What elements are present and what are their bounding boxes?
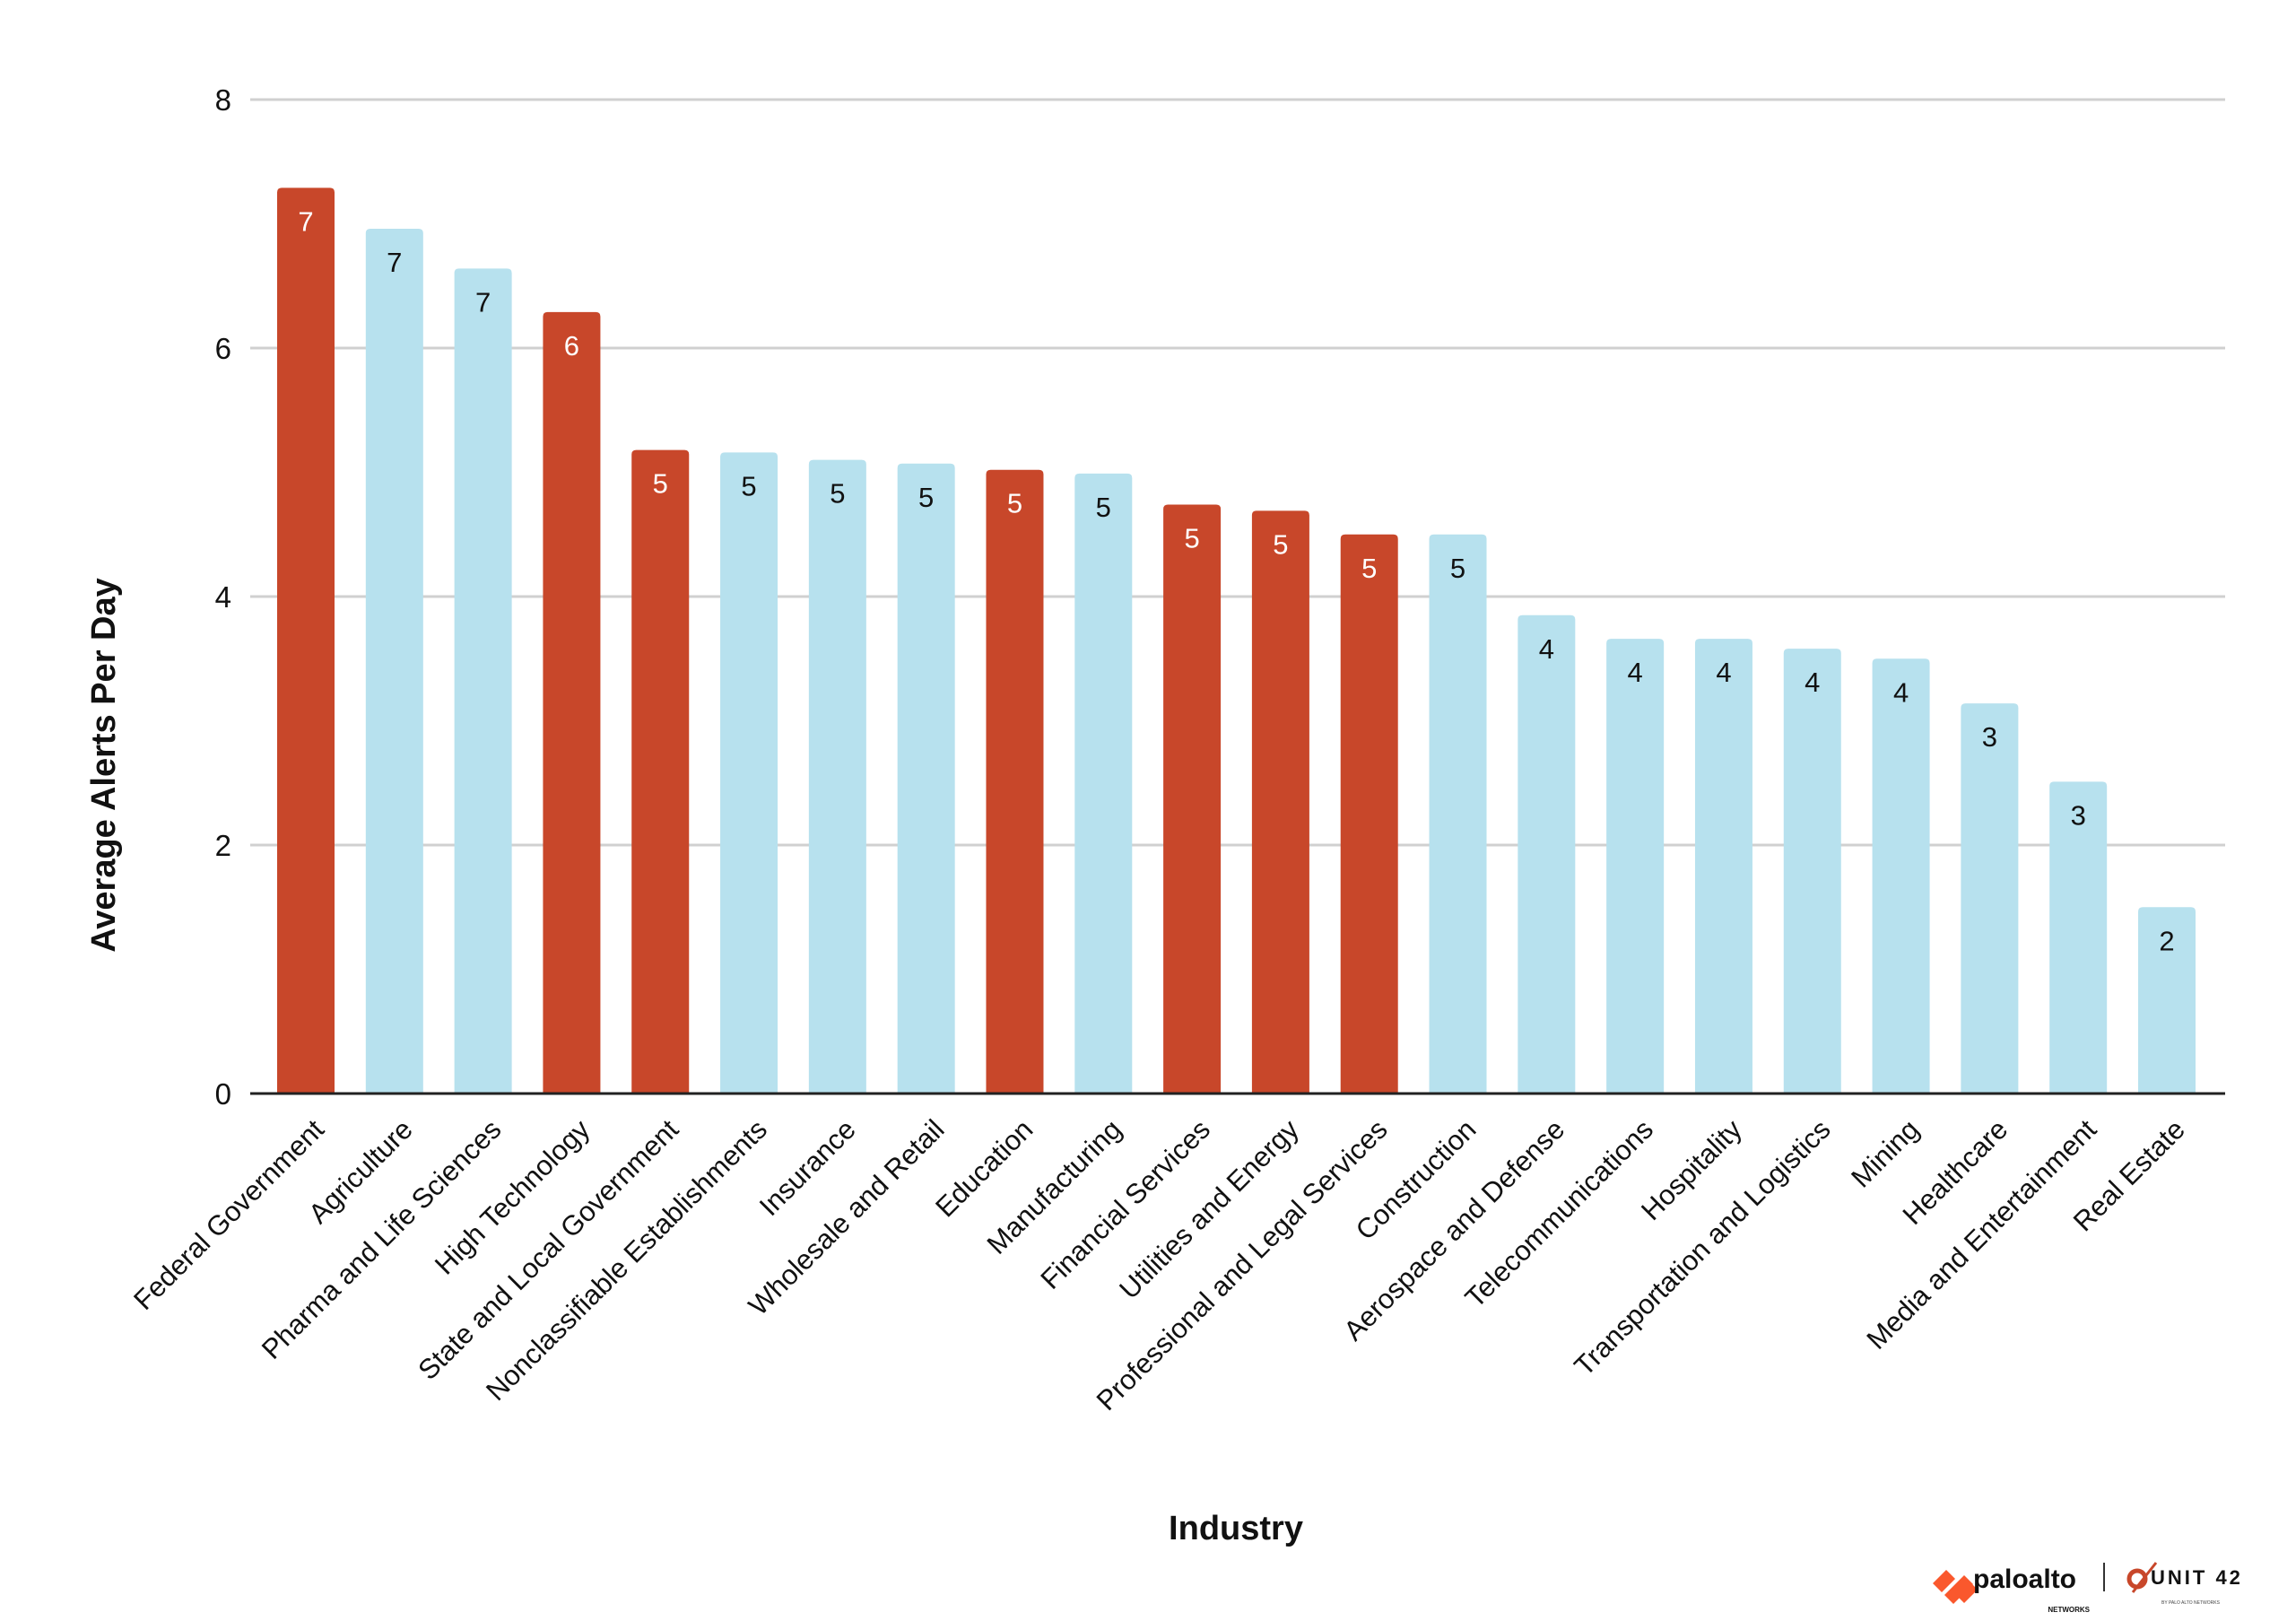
paloalto-mark-icon bbox=[1933, 1570, 1978, 1604]
data-label: 5 bbox=[1450, 553, 1465, 584]
bar bbox=[1074, 473, 1133, 1094]
data-label: 3 bbox=[1982, 721, 1997, 753]
bar bbox=[808, 459, 866, 1094]
x-axis-title: Industry bbox=[1169, 1510, 1303, 1547]
y-tick-label: 6 bbox=[215, 332, 231, 365]
data-label: 5 bbox=[918, 482, 934, 513]
y-tick-label: 4 bbox=[215, 580, 231, 614]
data-label: 4 bbox=[1539, 633, 1554, 665]
bar bbox=[631, 449, 690, 1094]
bar bbox=[454, 268, 512, 1094]
bar bbox=[2049, 781, 2108, 1094]
data-label: 5 bbox=[830, 478, 845, 510]
data-label: 7 bbox=[387, 247, 402, 278]
unit42-sub: BY PALO ALTO NETWORKS bbox=[2161, 1600, 2221, 1606]
bar bbox=[1429, 534, 1487, 1094]
data-label: 5 bbox=[741, 470, 756, 501]
data-label: 6 bbox=[564, 330, 579, 362]
data-label: 5 bbox=[1273, 528, 1288, 560]
x-tick-label: Financial Services bbox=[1034, 1113, 1216, 1295]
paloalto-sub: NETWORKS bbox=[2048, 1606, 2090, 1614]
bar bbox=[1163, 504, 1222, 1094]
y-tick-label: 0 bbox=[215, 1077, 231, 1111]
data-label: 7 bbox=[475, 286, 491, 318]
data-label: 5 bbox=[653, 468, 668, 500]
bar bbox=[986, 469, 1044, 1094]
data-label: 3 bbox=[2071, 799, 2086, 831]
data-label: 5 bbox=[1096, 492, 1111, 523]
y-tick-label: 2 bbox=[215, 829, 231, 862]
data-label: 5 bbox=[1184, 523, 1199, 554]
bar bbox=[1606, 639, 1665, 1094]
data-label: 7 bbox=[298, 205, 313, 237]
data-label: 4 bbox=[1628, 657, 1643, 688]
data-label: 4 bbox=[1805, 667, 1820, 698]
unit42-wordmark: UNIT 42 bbox=[2151, 1566, 2243, 1589]
bar bbox=[1694, 639, 1752, 1094]
bar bbox=[365, 229, 423, 1094]
bar bbox=[720, 452, 778, 1094]
bar bbox=[1340, 534, 1398, 1094]
unit42-mark-icon bbox=[2126, 1562, 2158, 1593]
data-label: 5 bbox=[1361, 553, 1377, 584]
paloalto-logo: paloalto NETWORKS UNIT 42 BY PALO ALTO N… bbox=[1933, 1562, 2243, 1614]
paloalto-wordmark: paloalto bbox=[1973, 1564, 2076, 1594]
bar bbox=[1518, 614, 1576, 1094]
bar bbox=[1783, 649, 1841, 1094]
bar bbox=[1872, 658, 1930, 1094]
bar bbox=[1251, 510, 1309, 1094]
bar bbox=[2138, 907, 2196, 1094]
data-label: 5 bbox=[1007, 488, 1022, 519]
data-label: 2 bbox=[2159, 925, 2174, 956]
y-axis-title: Average Alerts Per Day bbox=[85, 578, 123, 953]
x-tick-label: High Technology bbox=[429, 1113, 596, 1281]
data-label: 4 bbox=[1716, 657, 1731, 688]
bar bbox=[1961, 703, 2019, 1094]
y-tick-label: 8 bbox=[215, 83, 231, 117]
x-tick-label: Federal Government bbox=[127, 1113, 330, 1316]
data-label: 4 bbox=[1893, 676, 1909, 708]
bar bbox=[543, 311, 601, 1094]
bar bbox=[277, 187, 335, 1094]
bar bbox=[897, 463, 955, 1094]
x-tick-label: Mining bbox=[1845, 1113, 1925, 1193]
